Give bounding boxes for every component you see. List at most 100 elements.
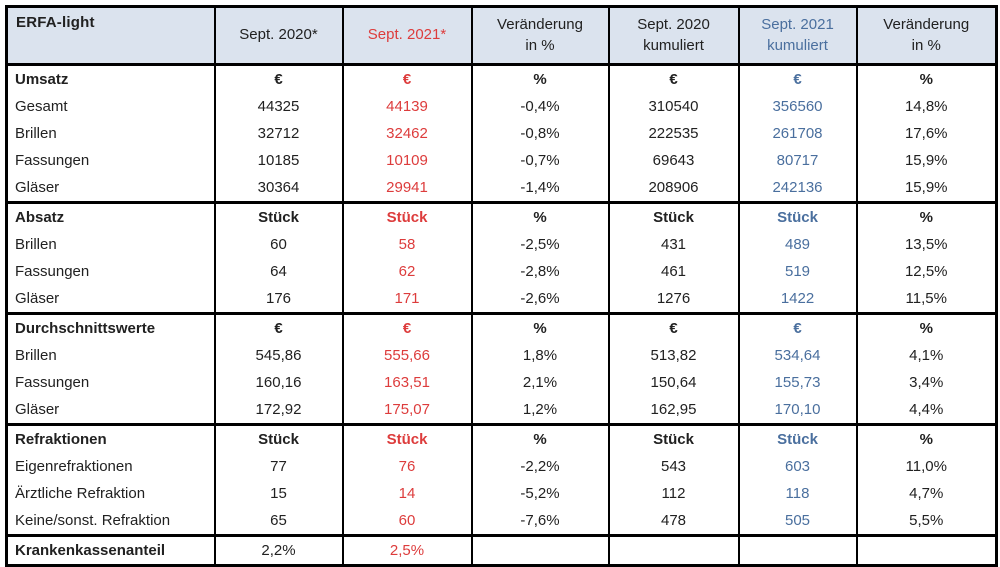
row-label: Ärztliche Refraktion [15, 485, 146, 502]
table-row: Gläser 172,92 175,07 1,2% 162,95 170,10 4,4% [7, 396, 997, 425]
value-cell: 1,8% [470, 342, 609, 369]
value-cell: -0,7% [470, 147, 609, 174]
value-cell: € [607, 312, 739, 342]
value-cell: 1276 [607, 285, 739, 314]
value-cell: 1,2% [470, 396, 609, 425]
value-cell: 171 [341, 285, 472, 314]
value-cell [607, 534, 739, 566]
value-cell: 176 [213, 285, 343, 314]
value-cell: % [855, 201, 997, 231]
value-cell: 478 [607, 507, 739, 536]
value-cell: 1422 [737, 285, 857, 314]
value-cell: 15,9% [855, 147, 997, 174]
value-cell: 10109 [341, 147, 472, 174]
value-cell: 170,10 [737, 396, 857, 425]
value-cell: -2,8% [470, 258, 609, 285]
value-cell: % [855, 63, 997, 93]
value-cell: 30364 [213, 174, 343, 203]
column-header-veraenderung-1: Veränderung in % [470, 6, 609, 66]
value-cell: € [607, 63, 739, 93]
row-label: Gläser [15, 179, 60, 196]
column-header-sept-2021-kumuliert: Sept. 2021 kumuliert [737, 6, 857, 66]
value-cell: 14 [341, 480, 472, 507]
table-row: Refraktionen Stück Stück% Stück Stück% [6, 423, 997, 453]
value-cell: 44139 [341, 93, 472, 120]
value-cell: 513,82 [607, 342, 739, 369]
value-cell: 163,51 [341, 369, 472, 396]
table-body: Umsatz € €% € €% Gesamt 44325 44139 -0,4% 310540 3… [6, 63, 997, 566]
value-cell: 208906 [607, 174, 739, 203]
value-cell: 32462 [341, 120, 472, 147]
value-cell: € [737, 312, 857, 342]
value-cell: 76 [341, 453, 472, 480]
column-header-sept-2021: Sept. 2021* [341, 6, 472, 66]
value-cell: 4,4% [855, 396, 997, 425]
value-cell: % [470, 201, 609, 231]
value-cell: 175,07 [341, 396, 472, 425]
value-cell: 4,7% [855, 480, 997, 507]
value-cell: € [737, 63, 857, 93]
value-cell: 13,5% [855, 231, 997, 258]
value-cell: 64 [213, 258, 343, 285]
value-cell: -1,4% [470, 174, 609, 203]
row-label: Brillen [15, 125, 57, 142]
value-cell: € [341, 312, 472, 342]
row-label: Gläser [15, 401, 60, 418]
table-row: Brillen 32712 32462 -0,8% 222535 261708 17,6% [7, 120, 997, 147]
erfa-light-table: ERFA-light Sept. 2020* Sept. 2021* Verän… [5, 5, 998, 567]
value-cell: 77 [213, 453, 343, 480]
value-cell: -0,8% [470, 120, 609, 147]
value-cell [470, 534, 609, 566]
value-cell: 555,66 [341, 342, 472, 369]
value-cell: 32712 [213, 120, 343, 147]
value-cell: 10185 [213, 147, 343, 174]
value-cell: 2,2% [213, 534, 343, 566]
value-cell: 160,16 [213, 369, 343, 396]
value-cell: -7,6% [470, 507, 609, 536]
value-cell: 60 [341, 507, 472, 536]
value-cell: Stück [737, 423, 857, 453]
value-cell: 11,5% [855, 285, 997, 314]
value-cell: 112 [607, 480, 739, 507]
value-cell: 44325 [213, 93, 343, 120]
value-cell: % [470, 423, 609, 453]
value-cell: Stück [341, 423, 472, 453]
value-cell: € [341, 63, 472, 93]
value-cell: 461 [607, 258, 739, 285]
value-cell: € [213, 312, 343, 342]
value-cell: 155,73 [737, 369, 857, 396]
value-cell: Stück [341, 201, 472, 231]
value-cell: 150,64 [607, 369, 739, 396]
value-cell: 60 [213, 231, 343, 258]
row-label: Fassungen [15, 263, 90, 280]
table-row: Absatz Stück Stück% Stück Stück% [6, 201, 997, 231]
value-cell: -0,4% [470, 93, 609, 120]
value-cell: Stück [607, 423, 739, 453]
column-header-veraenderung-2: Veränderung in % [855, 6, 997, 66]
row-label: Gläser [15, 290, 60, 307]
table-row: Fassungen 160,16 163,51 2,1% 150,64 155,73 3,4… [7, 369, 997, 396]
value-cell [737, 534, 857, 566]
row-label: Fassungen [15, 374, 90, 391]
row-label: Fassungen [15, 152, 90, 169]
section-label: Refraktionen [6, 423, 215, 453]
value-cell: -2,2% [470, 453, 609, 480]
value-cell: 15,9% [855, 174, 997, 203]
value-cell: 62 [341, 258, 472, 285]
value-cell: % [470, 312, 609, 342]
section-label: Durchschnittswerte [6, 312, 215, 342]
section-label: Umsatz [6, 63, 215, 93]
value-cell: 261708 [737, 120, 857, 147]
value-cell [855, 534, 997, 566]
row-label: Eigenrefraktionen [15, 458, 133, 475]
value-cell: 11,0% [855, 453, 997, 480]
value-cell: % [855, 423, 997, 453]
value-cell: 545,86 [213, 342, 343, 369]
section-label: Krankenkassenanteil [6, 534, 215, 566]
value-cell: 543 [607, 453, 739, 480]
value-cell: 242136 [737, 174, 857, 203]
row-label: Brillen [15, 347, 57, 364]
value-cell: 4,1% [855, 342, 997, 369]
value-cell: 17,6% [855, 120, 997, 147]
value-cell: -5,2% [470, 480, 609, 507]
